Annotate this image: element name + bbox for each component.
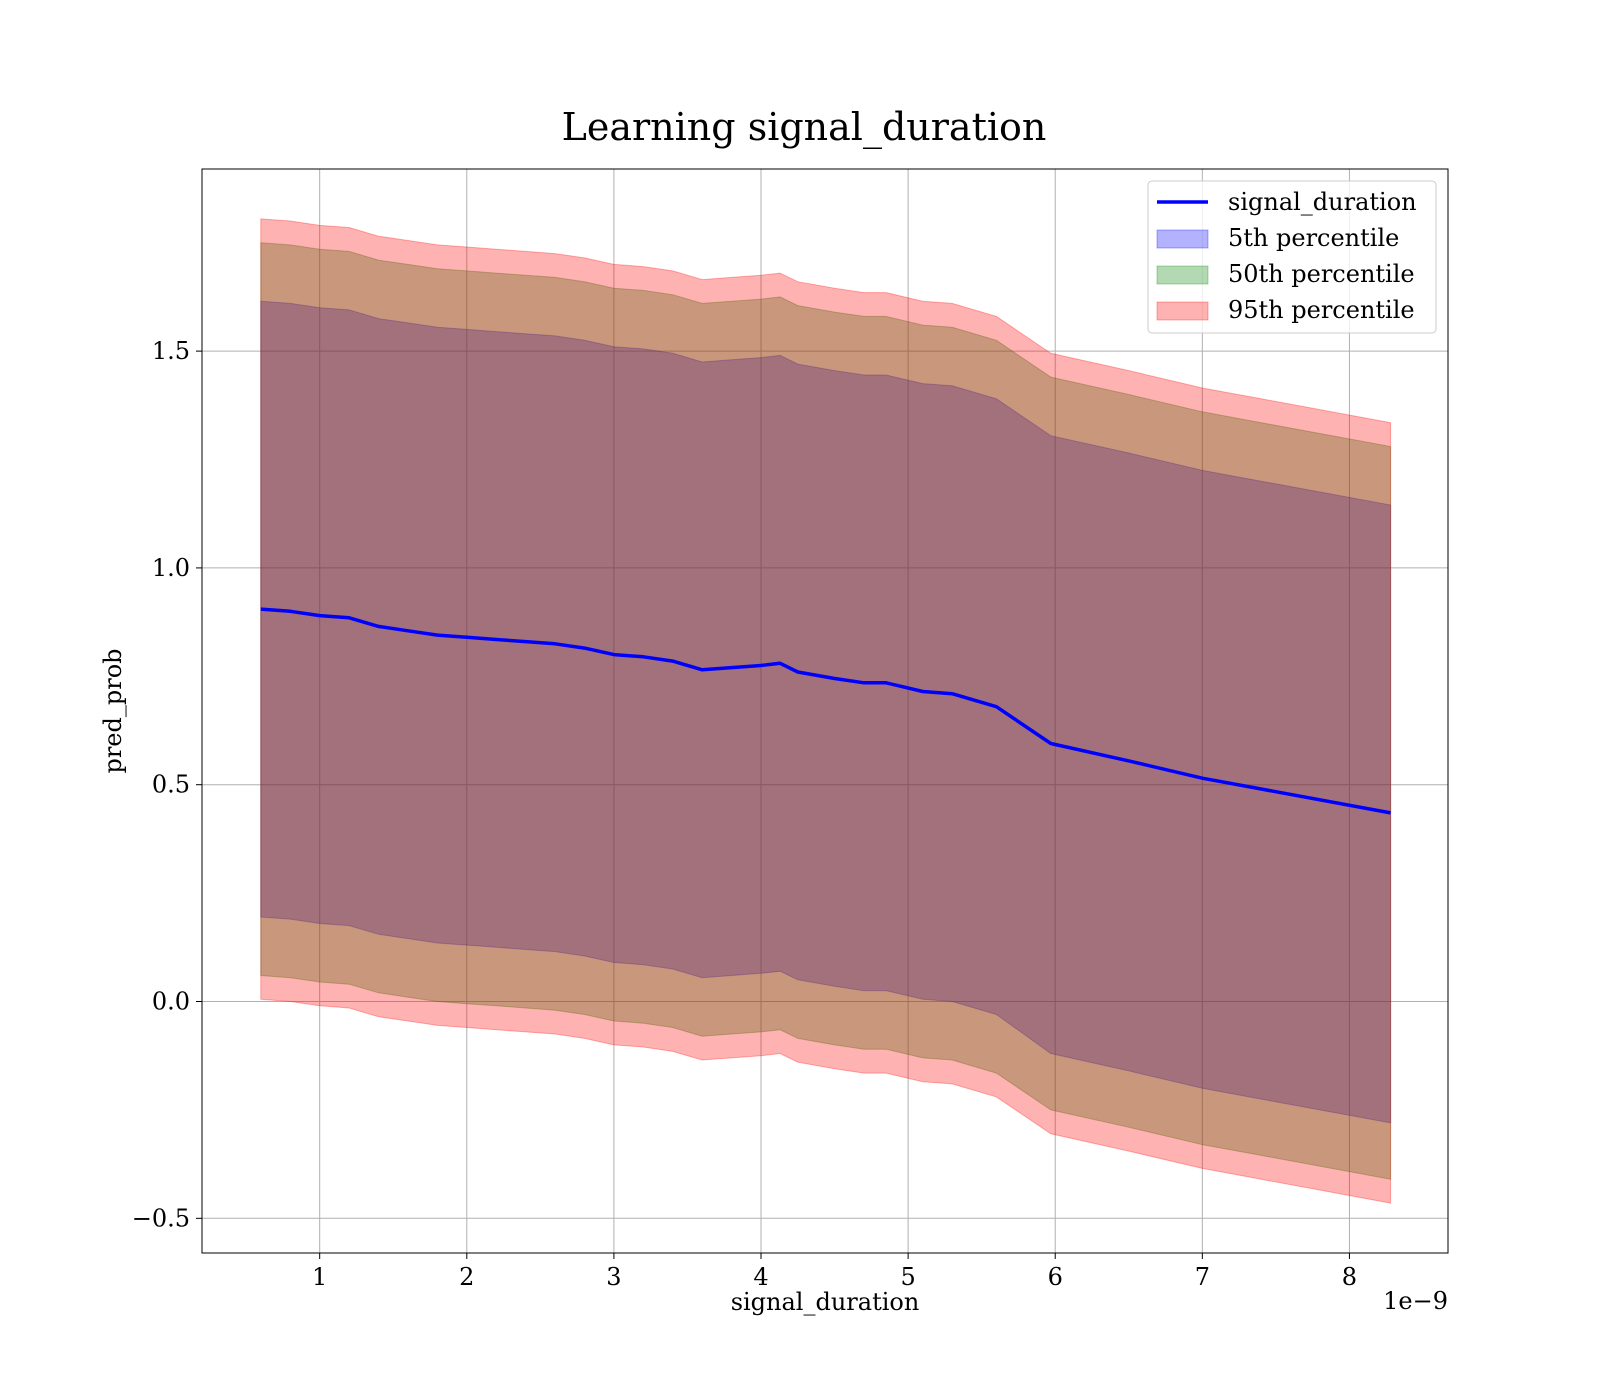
grid-lines <box>202 169 1448 1253</box>
legend-label: signal_duration <box>1228 188 1417 216</box>
legend-swatch <box>1156 229 1209 249</box>
legend-label: 95th percentile <box>1228 296 1415 324</box>
y-tick-label: 0.5 <box>152 771 190 799</box>
x-tick-label: 6 <box>1048 1263 1063 1291</box>
band-95th-percentile <box>260 218 1392 1204</box>
y-tick-label: 1.0 <box>152 554 190 582</box>
y-tick-label: 0.0 <box>152 988 190 1016</box>
percentile-bands <box>260 218 1392 1204</box>
y-axis-label: pred_prob <box>99 648 127 773</box>
x-tick-label: 4 <box>753 1263 768 1291</box>
x-tick-label: 2 <box>459 1263 474 1291</box>
y-tick-label: 1.5 <box>152 337 190 365</box>
legend-swatch <box>1156 301 1209 321</box>
x-tick-label: 1 <box>312 1263 327 1291</box>
x-axis-label: signal_duration <box>731 1288 920 1316</box>
legend-label: 50th percentile <box>1228 260 1415 288</box>
series-line-signal-duration <box>260 607 1391 815</box>
x-tick-label: 3 <box>606 1263 621 1291</box>
chart-title: Learning signal_duration <box>562 105 1047 150</box>
legend-frame <box>1147 180 1437 334</box>
x-axis-ticks: 1 2 3 4 5 6 7 8 <box>312 1253 1357 1291</box>
plot-frame <box>201 168 1449 1254</box>
band-5th-percentile <box>260 300 1392 1124</box>
band-50th-percentile <box>260 242 1392 1180</box>
legend: signal_duration 5th percentile 50th percen… <box>1147 180 1437 334</box>
legend-label: 5th percentile <box>1228 224 1399 252</box>
legend-swatch <box>1156 265 1209 285</box>
x-axis-offset-text: 1e−9 <box>1383 1287 1448 1315</box>
x-tick-label: 5 <box>900 1263 915 1291</box>
y-tick-label: −0.5 <box>132 1204 190 1232</box>
series-lines <box>260 607 1391 815</box>
x-tick-label: 8 <box>1342 1263 1357 1291</box>
x-tick-label: 7 <box>1195 1263 1210 1291</box>
y-axis-ticks: −0.5 0.0 0.5 1.0 1.5 <box>132 337 202 1232</box>
